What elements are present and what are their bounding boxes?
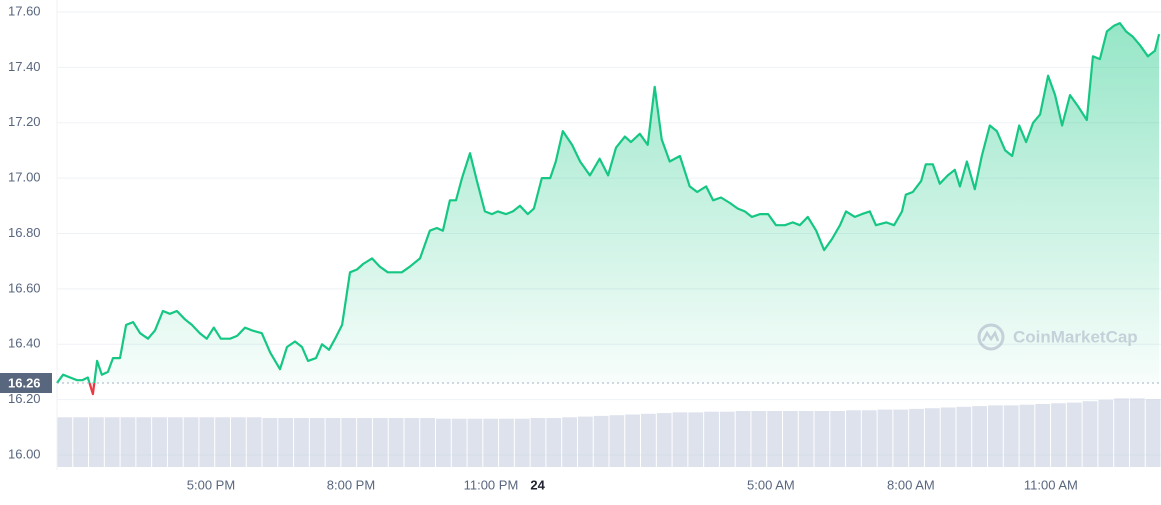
watermark: CoinMarketCap xyxy=(977,323,1138,351)
x-tick-label: 24 xyxy=(530,477,545,492)
y-tick-label: 16.80 xyxy=(8,225,41,240)
volume-bar xyxy=(357,418,372,467)
price-line xyxy=(56,22,1161,384)
volume-bar xyxy=(420,418,436,467)
volume-bar xyxy=(136,417,152,467)
volume-bar xyxy=(294,418,309,467)
volume-bar xyxy=(735,411,751,467)
volume-bar xyxy=(656,413,672,467)
volume-bar xyxy=(483,418,499,467)
volume-bar xyxy=(230,417,246,467)
volume-bar xyxy=(199,417,215,467)
x-tick-label: 8:00 AM xyxy=(887,477,935,492)
volume-bar xyxy=(972,406,988,467)
y-tick-label: 16.60 xyxy=(8,280,41,295)
volume-bar xyxy=(1066,402,1082,467)
volume-bar xyxy=(719,411,735,467)
volume-bar xyxy=(909,408,924,467)
y-tick-label: 17.20 xyxy=(8,114,41,129)
volume-bar xyxy=(183,417,199,467)
volume-bar xyxy=(514,418,530,467)
volume-bar xyxy=(278,418,294,467)
volume-bar xyxy=(104,417,120,467)
volume-bar xyxy=(499,418,514,467)
volume-bar xyxy=(940,407,956,467)
volume-bar xyxy=(73,417,89,467)
volume-bar xyxy=(609,415,625,467)
area-up xyxy=(57,23,1160,384)
baseline-label-bg xyxy=(0,373,52,394)
volume-bar xyxy=(1098,399,1114,467)
volume-bar xyxy=(1051,403,1066,467)
y-tick-label: 17.00 xyxy=(8,170,41,185)
x-tick-label: 5:00 AM xyxy=(747,477,795,492)
volume-bar xyxy=(877,409,893,467)
volume-bar xyxy=(625,414,641,467)
volume-bar xyxy=(388,418,404,467)
volume-bar xyxy=(262,418,278,467)
volume-bar xyxy=(215,417,230,467)
volume-bar xyxy=(924,408,940,467)
volume-bar xyxy=(309,418,325,467)
volume-bar xyxy=(167,417,183,467)
volume-bar xyxy=(1145,399,1161,467)
volume-bar xyxy=(451,418,467,467)
y-tick-label: 17.40 xyxy=(8,59,41,74)
volume-bar xyxy=(1114,398,1129,467)
volume-bar xyxy=(1082,401,1098,467)
volume-bar xyxy=(436,418,451,467)
x-tick-label: 8:00 PM xyxy=(327,477,375,492)
volume-bar xyxy=(751,411,767,467)
volume-bar xyxy=(814,411,830,467)
volume-bar xyxy=(1129,398,1145,467)
x-tick-label: 11:00 AM xyxy=(1024,477,1078,492)
volume-bar xyxy=(704,411,719,467)
x-tick-label: 11:00 PM xyxy=(464,477,519,492)
baseline-label: 16.26 xyxy=(8,375,41,390)
volume-bar xyxy=(152,417,167,467)
volume-bar xyxy=(120,417,136,467)
x-tick-label: 5:00 PM xyxy=(187,477,235,492)
volume-bar xyxy=(577,416,593,467)
volume-bar xyxy=(1003,405,1019,467)
volume-bar xyxy=(530,418,546,467)
volume-bar xyxy=(688,412,704,467)
volume-bar xyxy=(562,417,577,467)
volume-bar xyxy=(546,418,562,467)
y-tick-label: 17.60 xyxy=(8,3,41,18)
watermark-text: CoinMarketCap xyxy=(1013,327,1138,346)
volume-bar xyxy=(1035,404,1051,467)
volume-bar xyxy=(782,411,798,467)
volume-bar xyxy=(861,410,877,467)
volume-bar xyxy=(846,410,861,467)
volume-bar xyxy=(798,411,814,467)
volume-bar xyxy=(593,415,609,467)
volume-bar xyxy=(57,417,73,467)
volume-bar xyxy=(372,418,388,467)
volume-bar xyxy=(830,411,846,467)
volume-bar xyxy=(1019,404,1035,467)
volume-bar xyxy=(988,405,1003,467)
y-tick-label: 16.00 xyxy=(8,446,41,461)
volume-bar xyxy=(325,418,341,467)
volume-bar xyxy=(404,418,420,467)
volume-bar xyxy=(89,417,104,467)
y-tick-label: 16.40 xyxy=(8,336,41,351)
volume-bar xyxy=(956,406,972,467)
volume-bar xyxy=(641,413,656,467)
volume-bar xyxy=(341,418,357,467)
y-tick-label: 16.20 xyxy=(8,391,41,406)
volume-bar xyxy=(246,417,262,467)
volume-bar xyxy=(893,409,909,467)
volume-bar xyxy=(467,418,483,467)
volume-bar xyxy=(767,411,782,467)
volume-bar xyxy=(672,412,688,467)
